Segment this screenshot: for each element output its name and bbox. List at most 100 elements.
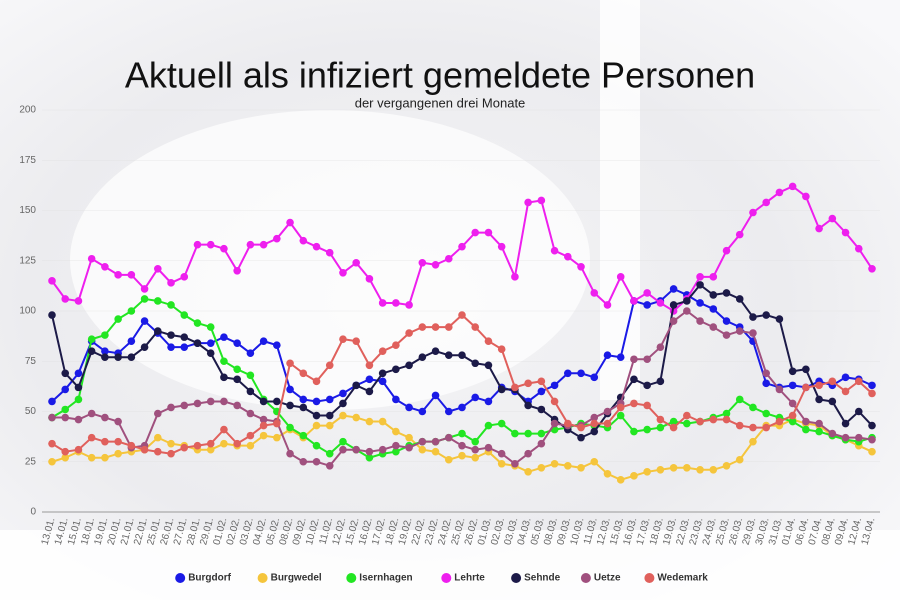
data-point xyxy=(868,435,876,444)
data-point xyxy=(140,295,149,303)
data-point xyxy=(537,387,546,396)
data-point xyxy=(246,431,255,440)
data-point xyxy=(286,401,294,410)
data-point xyxy=(630,472,638,480)
data-point xyxy=(788,417,797,426)
data-point xyxy=(61,369,70,378)
data-point xyxy=(802,417,810,426)
background-shape xyxy=(600,0,640,400)
data-point xyxy=(762,369,770,378)
data-point xyxy=(868,447,876,456)
data-point xyxy=(431,260,440,269)
data-point xyxy=(788,381,797,390)
data-point xyxy=(299,403,308,412)
data-point xyxy=(312,397,321,406)
legend-marker xyxy=(580,573,591,583)
data-point xyxy=(590,457,599,466)
data-point xyxy=(339,399,347,408)
data-point xyxy=(722,317,731,325)
data-point xyxy=(656,299,665,307)
data-point xyxy=(669,463,678,472)
data-point xyxy=(273,234,281,243)
data-point xyxy=(154,264,162,273)
data-point xyxy=(471,453,480,462)
data-point xyxy=(392,341,400,349)
data-point xyxy=(815,419,823,428)
data-point xyxy=(828,377,837,386)
data-point xyxy=(259,421,268,430)
data-point xyxy=(74,383,83,392)
data-point xyxy=(167,403,175,412)
y-tick-label: 50 xyxy=(25,406,37,417)
data-point xyxy=(140,343,149,351)
data-point xyxy=(802,365,810,374)
data-point xyxy=(114,353,122,362)
data-point xyxy=(233,375,241,384)
data-point xyxy=(484,337,493,345)
data-point xyxy=(458,403,466,412)
data-point xyxy=(431,447,440,456)
data-point xyxy=(749,423,757,432)
background-shape xyxy=(0,530,900,600)
data-point xyxy=(352,337,360,345)
data-point xyxy=(749,403,757,412)
data-point xyxy=(471,393,480,402)
data-point xyxy=(669,301,678,309)
legend-marker xyxy=(644,573,655,583)
data-point xyxy=(206,397,215,406)
data-point xyxy=(722,246,731,255)
data-point xyxy=(233,267,241,275)
data-point xyxy=(220,397,228,406)
data-point xyxy=(101,453,109,462)
data-point xyxy=(418,445,427,454)
data-point xyxy=(696,273,704,281)
data-point xyxy=(154,327,162,335)
data-point xyxy=(167,301,175,309)
data-point xyxy=(233,401,241,410)
data-point xyxy=(259,337,268,345)
data-point xyxy=(749,313,757,321)
data-point xyxy=(365,375,374,384)
data-point xyxy=(484,421,493,430)
data-point xyxy=(735,395,744,404)
data-point xyxy=(722,331,731,339)
data-point xyxy=(669,423,678,432)
data-point xyxy=(206,439,215,448)
data-point xyxy=(696,299,704,307)
data-point xyxy=(87,409,96,418)
data-point xyxy=(87,254,96,263)
data-point xyxy=(312,411,321,420)
data-point xyxy=(273,433,281,442)
data-point xyxy=(246,441,255,450)
data-point xyxy=(802,192,810,201)
data-point xyxy=(511,429,519,438)
data-point xyxy=(87,347,96,356)
data-point xyxy=(458,451,466,460)
data-point xyxy=(101,347,109,356)
data-point xyxy=(365,275,374,283)
data-point xyxy=(365,453,374,462)
data-point xyxy=(696,417,704,426)
data-point xyxy=(180,443,189,452)
data-point xyxy=(775,188,784,197)
data-point xyxy=(167,439,175,448)
data-point xyxy=(299,457,308,466)
data-point xyxy=(775,417,784,426)
data-point xyxy=(246,349,255,358)
data-point xyxy=(299,236,308,245)
data-point xyxy=(325,395,334,404)
legend-marker xyxy=(175,573,186,583)
data-point xyxy=(405,361,413,370)
data-point xyxy=(206,339,215,347)
data-point xyxy=(48,457,56,466)
data-point xyxy=(273,397,281,406)
data-point xyxy=(471,437,480,446)
data-point xyxy=(101,413,109,422)
data-point xyxy=(233,365,241,374)
data-point xyxy=(868,381,876,390)
y-tick-label: 75 xyxy=(25,356,37,367)
data-point xyxy=(749,437,757,446)
data-point xyxy=(537,405,546,414)
data-point xyxy=(749,329,757,337)
data-point xyxy=(352,413,360,422)
